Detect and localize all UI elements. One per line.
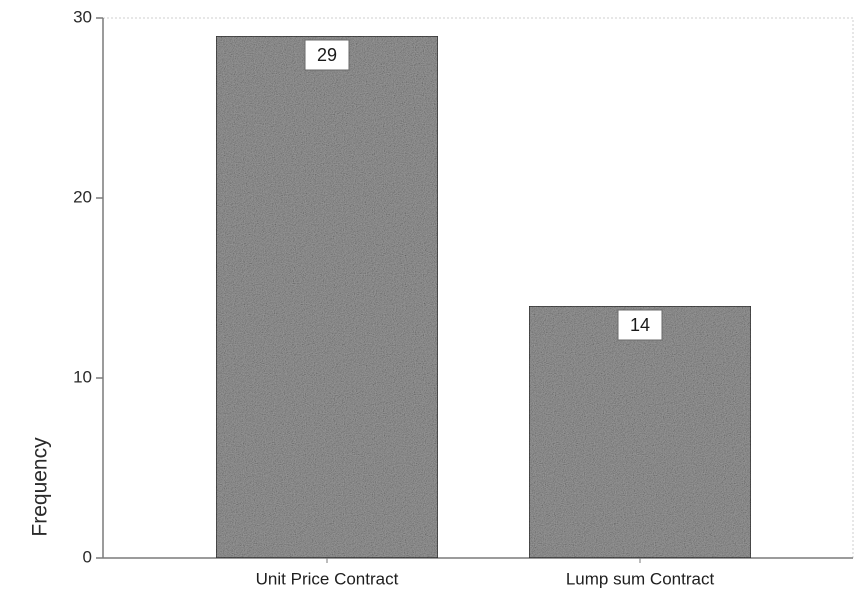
y-axis-title: Frequency — [29, 437, 52, 537]
y-tick-label: 20 — [73, 187, 92, 206]
bar — [215, 35, 439, 559]
x-axis-labels: Unit Price Contract Lump sum Contract — [256, 558, 715, 588]
y-axis-ticks: 0 10 20 30 — [73, 7, 103, 566]
y-tick-label: 30 — [73, 7, 92, 26]
y-tick-label: 0 — [83, 547, 92, 566]
y-tick-label: 10 — [73, 367, 92, 386]
x-category-label: Lump sum Contract — [566, 569, 715, 588]
data-labels-layer: 29 14 — [304, 39, 663, 341]
data-label-box — [617, 309, 663, 341]
data-label-box — [304, 39, 350, 71]
data-label: 29 — [317, 45, 337, 65]
bar — [528, 305, 752, 559]
data-label: 14 — [630, 315, 650, 335]
bars-layer — [215, 35, 752, 559]
x-category-label: Unit Price Contract — [256, 569, 399, 588]
